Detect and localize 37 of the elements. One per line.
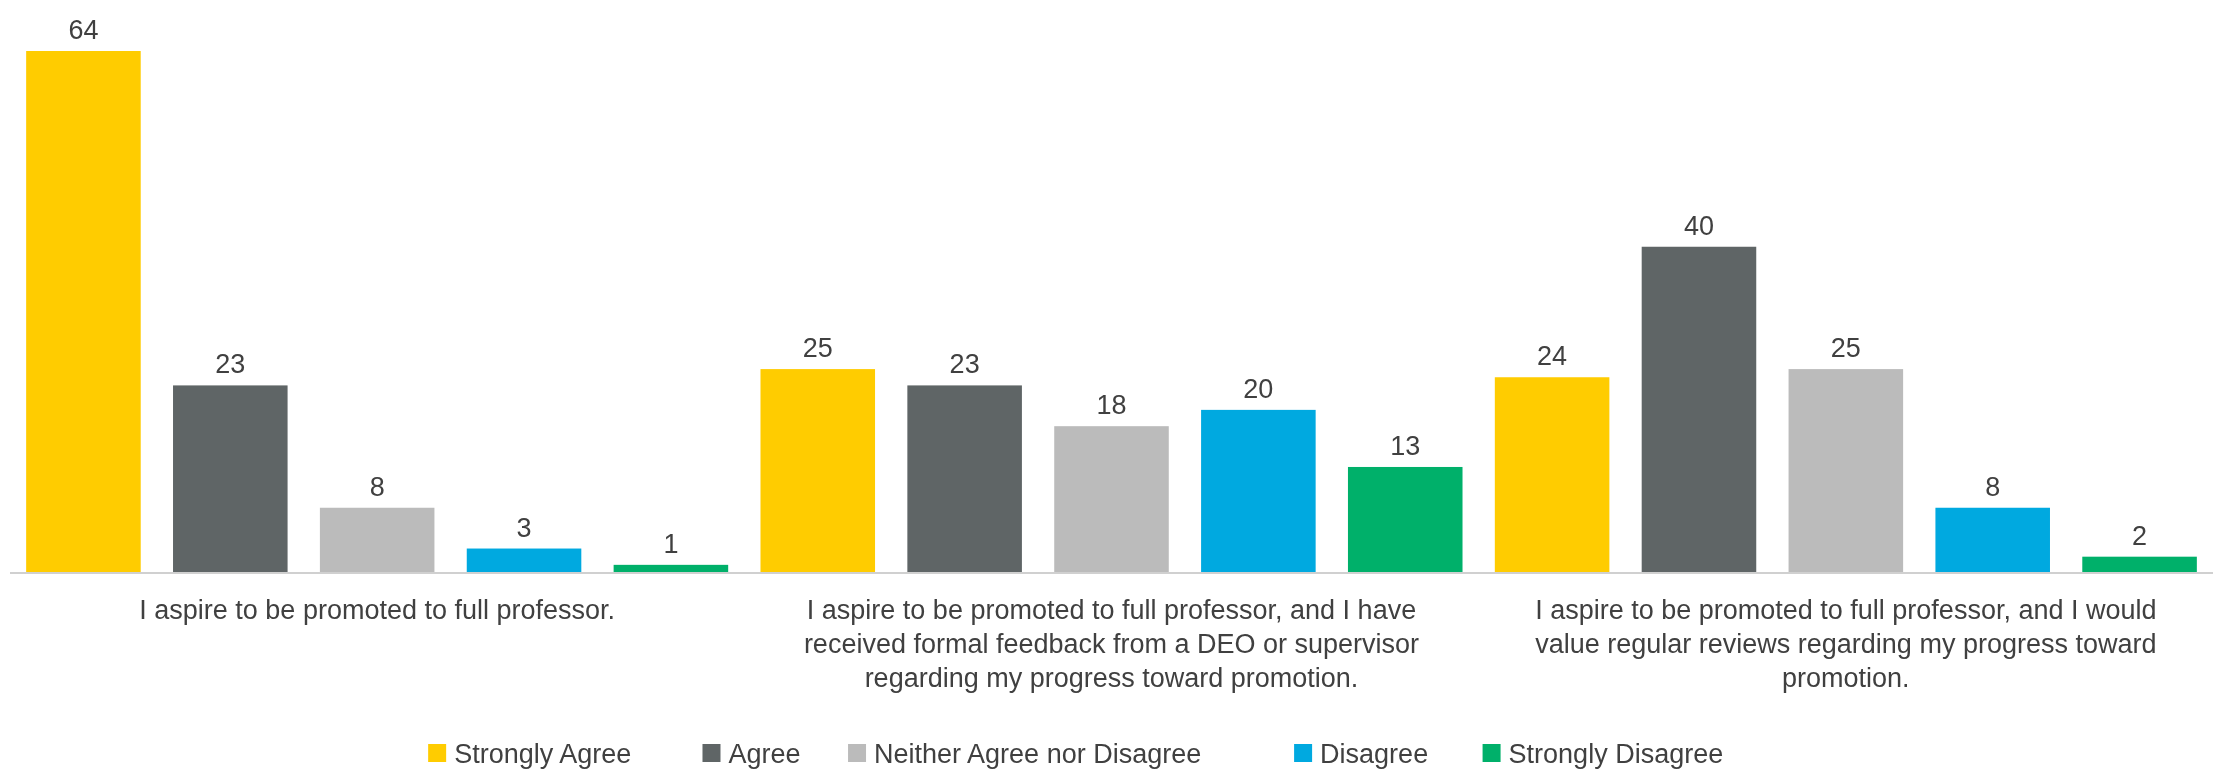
bar bbox=[319, 507, 435, 573]
bar bbox=[907, 385, 1022, 573]
data-label: 25 bbox=[1830, 333, 1861, 364]
data-label: 13 bbox=[1390, 430, 1421, 461]
bar bbox=[1935, 507, 2050, 573]
bar bbox=[1641, 246, 1757, 573]
data-label: 24 bbox=[1537, 341, 1568, 372]
bar bbox=[2082, 556, 2197, 573]
bar bbox=[1788, 369, 1904, 573]
data-label: 64 bbox=[68, 15, 99, 45]
data-label: 8 bbox=[1985, 471, 2001, 502]
legend-label: Agree bbox=[728, 739, 801, 769]
x-tick-label: I aspire to be promoted to full professor, and I have received formal feedback from a DEO or supervisor regarding my progress toward promotion. bbox=[803, 595, 1420, 693]
legend-label: Strongly Disagree bbox=[1508, 739, 1724, 769]
data-label: 1 bbox=[663, 528, 679, 559]
x-tick-label: I aspire to be promoted to full professor, and I would value regular reviews regarding my progress toward promotion. bbox=[1535, 595, 2157, 693]
bar bbox=[26, 51, 141, 573]
data-label: 8 bbox=[369, 471, 385, 502]
data-label: 23 bbox=[215, 349, 246, 380]
data-label: 40 bbox=[1683, 210, 1714, 241]
bar bbox=[1201, 409, 1316, 573]
data-label: 23 bbox=[949, 349, 980, 380]
bar bbox=[1054, 426, 1169, 573]
data-label: 2 bbox=[2132, 520, 2148, 551]
data-label: 20 bbox=[1243, 373, 1274, 404]
data-label: 3 bbox=[516, 512, 532, 543]
legend-label: Strongly Agree bbox=[454, 739, 632, 769]
bar bbox=[760, 369, 876, 573]
bar bbox=[1494, 377, 1610, 573]
legend-label: Disagree bbox=[1320, 739, 1429, 769]
bar bbox=[1347, 466, 1463, 573]
bar bbox=[466, 548, 582, 573]
x-tick-label: I aspire to be promoted to full professor. bbox=[139, 595, 616, 625]
bar bbox=[173, 385, 288, 573]
data-label: 18 bbox=[1096, 390, 1127, 421]
data-label: 25 bbox=[802, 333, 833, 364]
legend-label: Neither Agree nor Disagree bbox=[874, 739, 1202, 769]
